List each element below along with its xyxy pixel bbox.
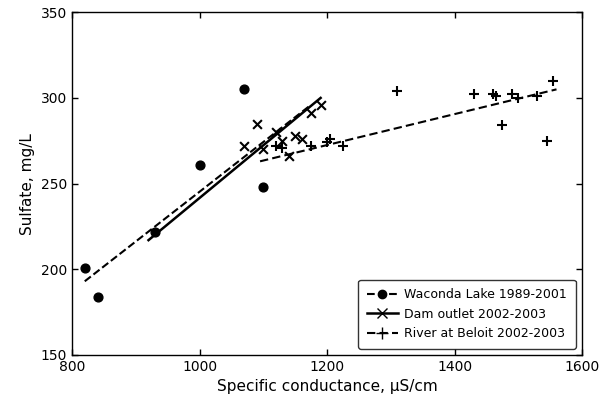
Point: [548, 78, 558, 84]
Point: [80, 264, 89, 271]
Point: [195, 162, 205, 168]
Point: [297, 136, 307, 142]
Point: [278, 144, 287, 151]
Point: [290, 132, 300, 139]
Point: [239, 86, 249, 93]
Point: [533, 93, 542, 100]
Point: [284, 153, 293, 160]
Point: [491, 93, 501, 100]
Point: [306, 143, 316, 149]
Point: [271, 129, 281, 135]
Point: [392, 88, 402, 94]
Point: [325, 136, 335, 142]
Point: [316, 102, 325, 108]
Point: [259, 184, 268, 190]
Point: [306, 110, 316, 117]
Y-axis label: Sulfate, mg/L: Sulfate, mg/L: [20, 133, 35, 235]
Point: [239, 143, 249, 149]
Point: [278, 137, 287, 144]
Point: [497, 122, 507, 129]
Point: [252, 120, 262, 127]
Point: [338, 143, 348, 149]
Legend: Waconda Lake 1989-2001, Dam outlet 2002-2003, River at Beloit 2002-2003: Waconda Lake 1989-2001, Dam outlet 2002-…: [358, 280, 576, 349]
Point: [271, 143, 281, 149]
Point: [92, 293, 102, 300]
Point: [469, 91, 478, 98]
Point: [542, 137, 552, 144]
Point: [488, 91, 497, 98]
Point: [259, 146, 268, 153]
Point: [322, 139, 332, 146]
X-axis label: Specific conductance, μS/cm: Specific conductance, μS/cm: [217, 379, 437, 395]
Point: [514, 95, 523, 101]
Point: [150, 228, 160, 235]
Point: [507, 91, 517, 98]
